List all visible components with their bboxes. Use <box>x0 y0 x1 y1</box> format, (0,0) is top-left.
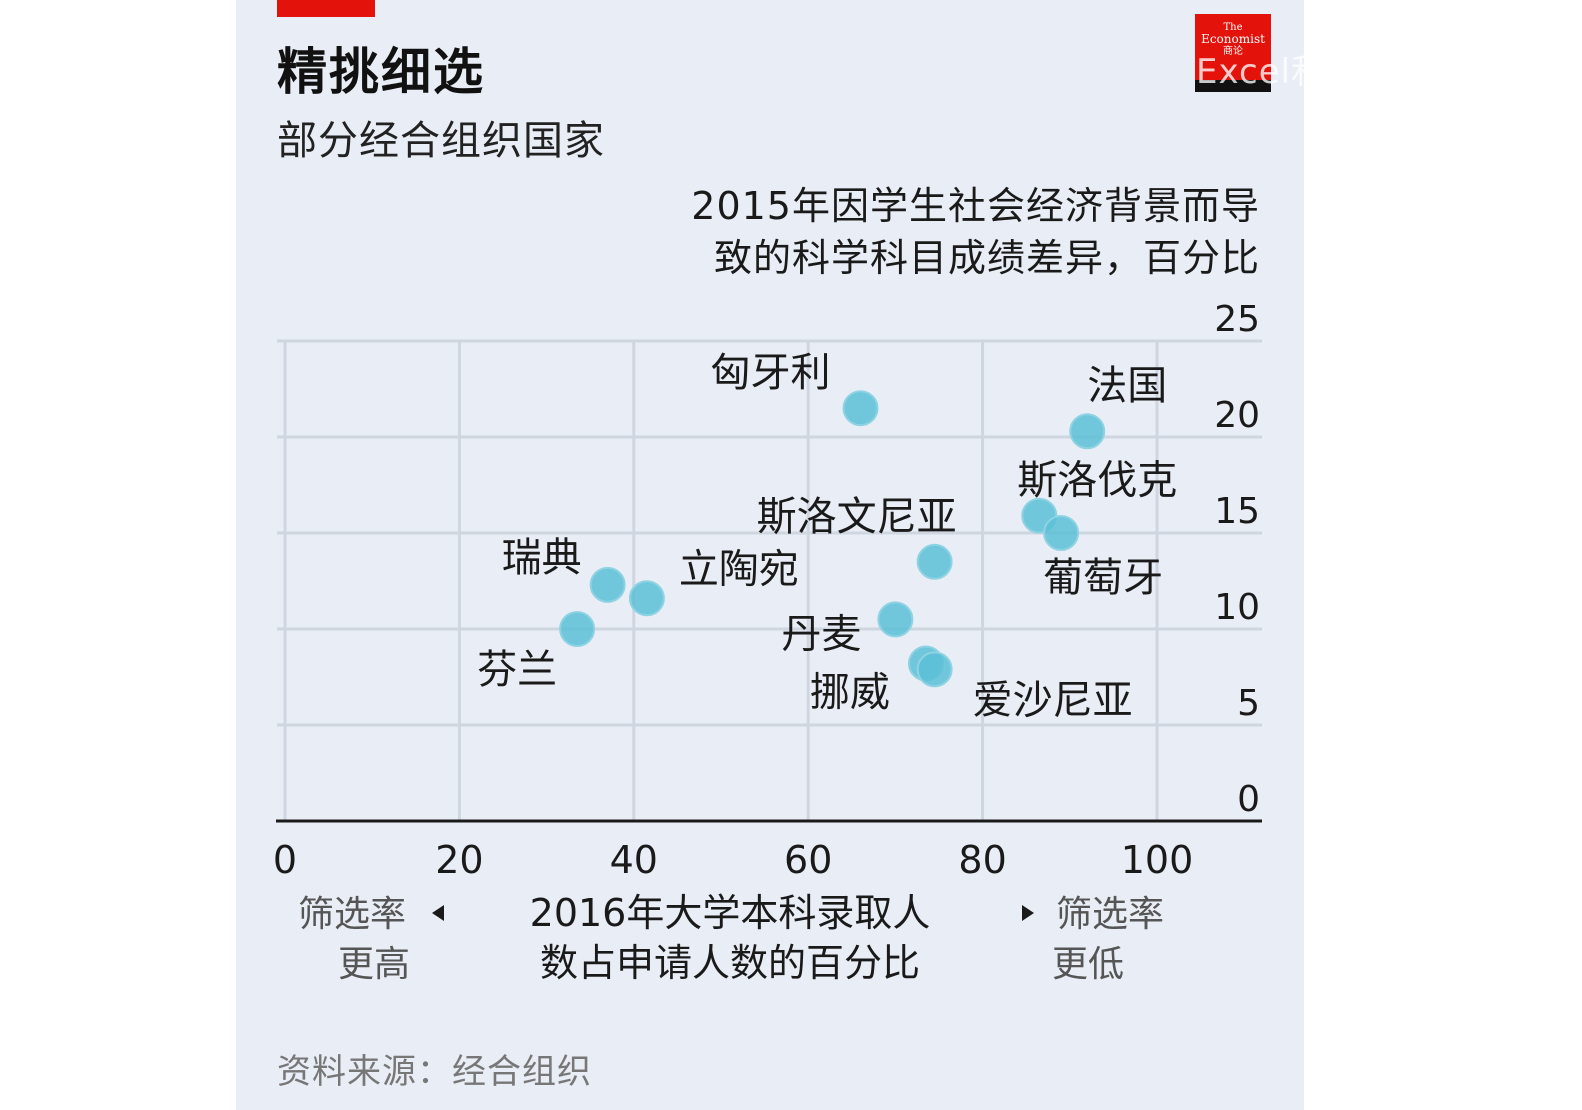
y-tick-label: 0 <box>1237 779 1260 820</box>
point-label: 立陶宛 <box>679 546 799 592</box>
source-note: 资料来源：经合组织 <box>277 1052 592 1092</box>
point-label: 爱沙尼亚 <box>973 677 1133 723</box>
y-tick-label: 25 <box>1214 299 1260 340</box>
y-tick-label: 5 <box>1237 683 1260 724</box>
data-point <box>628 580 665 617</box>
axes: 0 5 10 15 20 25 0 20 40 60 80 100 <box>273 299 1262 882</box>
point-label: 挪威 <box>810 670 890 716</box>
x-tick-label: 40 <box>610 838 658 882</box>
right-note-line: 更低 <box>1052 944 1124 985</box>
point-label: 法国 <box>1087 363 1167 409</box>
brand-red-bar <box>277 0 375 17</box>
y-axis-title-line-1: 2015年因学生社会经济背景而导 <box>691 184 1260 228</box>
data-point <box>1043 515 1080 551</box>
x-tick-label: 0 <box>273 838 297 882</box>
y-tick-label: 15 <box>1214 491 1260 532</box>
point-label: 匈牙利 <box>711 350 831 396</box>
logo-line-1: The <box>1223 22 1243 33</box>
data-point <box>916 651 953 688</box>
x-tick-label: 20 <box>435 838 483 882</box>
x-axis-title-line: 2016年大学本科录取人 <box>530 891 931 935</box>
watermark-text: Excel和PowerBI聚焦 <box>1196 52 1540 92</box>
chart-panel <box>236 0 1304 1110</box>
point-label: 瑞典 <box>502 535 582 581</box>
x-tick-label: 80 <box>958 838 1006 882</box>
y-axis-title-line-2: 致的科学科目成绩差异，百分比 <box>713 236 1260 280</box>
right-arrow-icon <box>1022 905 1034 921</box>
logo-line-3: 商论 <box>1223 46 1243 57</box>
point-label: 芬兰 <box>477 647 557 693</box>
right-note-line: 筛选率 <box>1056 894 1164 935</box>
x-axis-title-line: 数占申请人数的百分比 <box>540 941 920 985</box>
data-point <box>589 566 626 603</box>
y-tick-label: 20 <box>1214 395 1260 436</box>
point-label: 葡萄牙 <box>1043 555 1163 601</box>
left-note-line: 更高 <box>338 944 410 985</box>
left-arrow-icon <box>432 905 444 921</box>
data-point <box>916 543 953 580</box>
x-tick-label: 60 <box>784 838 832 882</box>
data-points <box>559 390 1106 688</box>
economist-logo: The Economist 商论 <box>1195 14 1271 92</box>
data-point <box>559 611 596 647</box>
x-tick-label: 100 <box>1121 838 1194 882</box>
data-point <box>877 601 914 638</box>
data-point <box>842 390 879 427</box>
point-label: 斯洛文尼亚 <box>757 494 957 540</box>
y-axis-title: 2015年因学生社会经济背景而导 致的科学科目成绩差异，百分比 <box>691 180 1260 284</box>
chart-subtitle: 部分经合组织国家 <box>277 118 605 164</box>
chart-title: 精挑细选 <box>277 43 485 101</box>
point-label: 丹麦 <box>781 611 861 657</box>
left-note-line: 筛选率 <box>298 894 406 935</box>
data-point <box>1069 413 1106 450</box>
logo-line-2: Economist <box>1201 32 1265 46</box>
point-label: 斯洛伐克 <box>1017 458 1177 504</box>
y-tick-label: 10 <box>1214 587 1260 628</box>
